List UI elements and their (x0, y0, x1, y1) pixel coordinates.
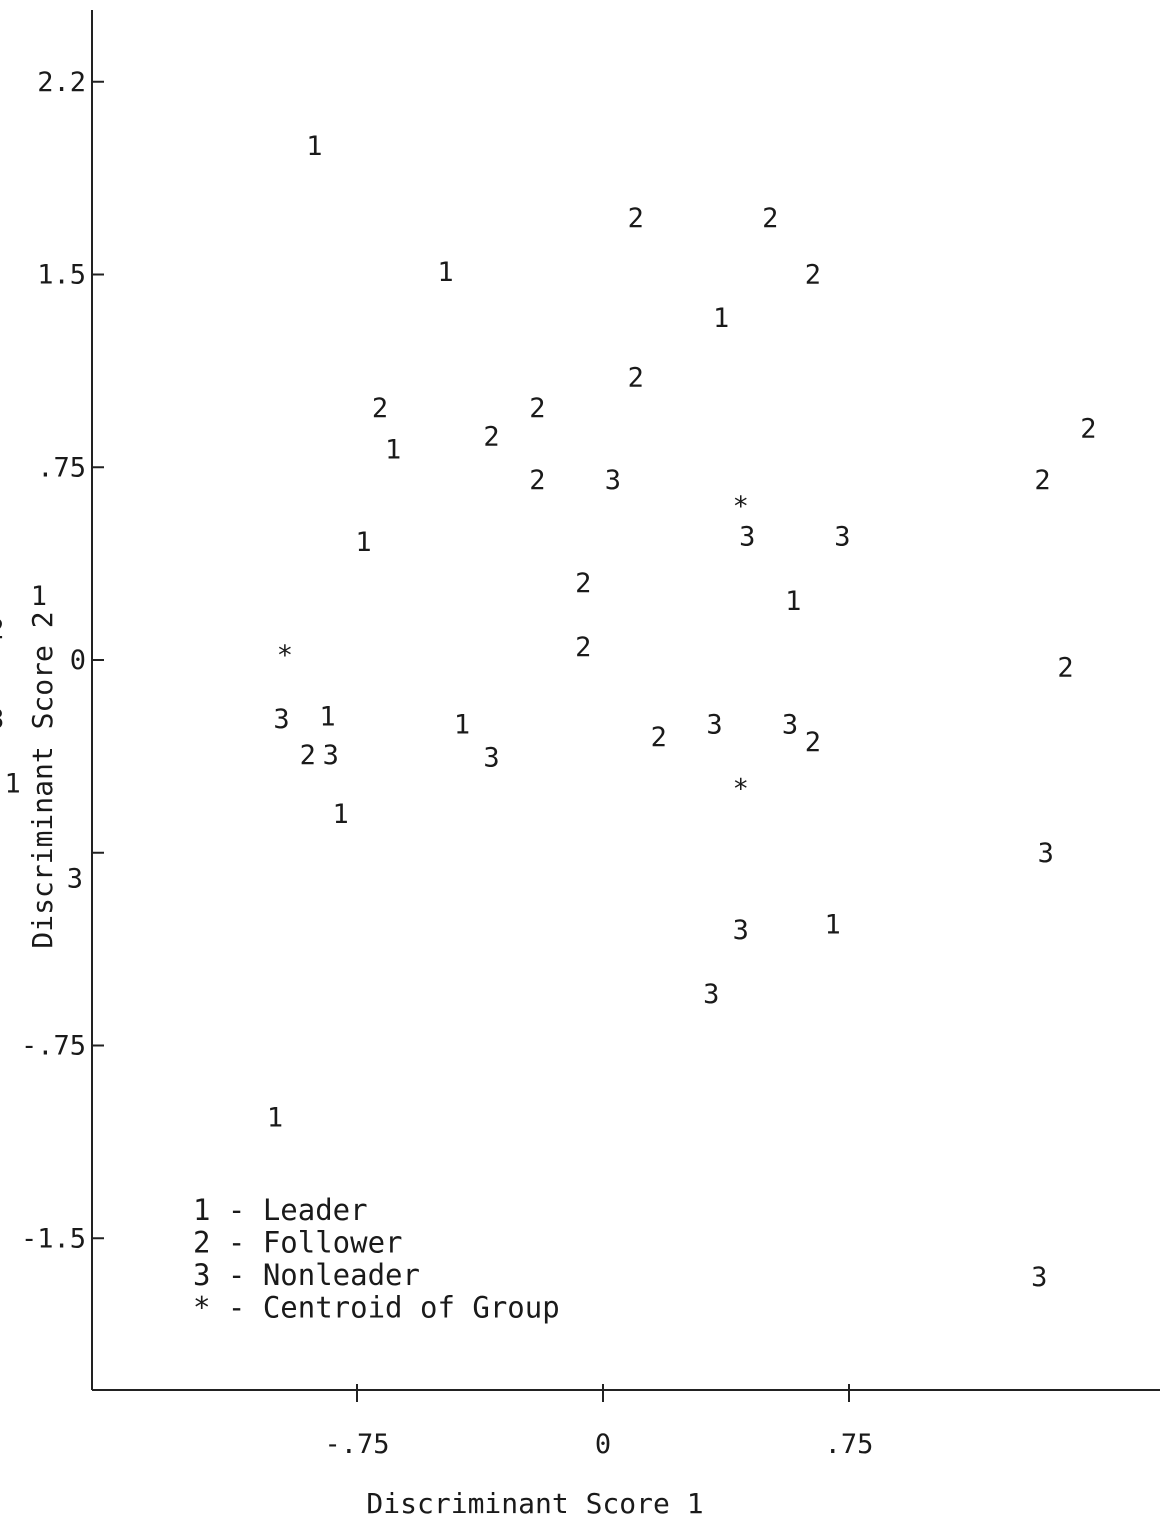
data-point-follower: 2 (372, 393, 388, 424)
data-point-centroid-of-group: * (733, 491, 749, 522)
data-point-follower: 2 (483, 421, 499, 452)
data-point-follower: 2 (1034, 465, 1050, 496)
y-tick-label: -.75 (21, 1031, 86, 1062)
data-point-nonleader: 3 (706, 709, 722, 740)
data-point-leader: 1 (454, 709, 470, 740)
y-tick-label: .75 (37, 452, 86, 483)
data-point-follower: 2 (575, 568, 591, 599)
legend-label: Centroid of Group (263, 1291, 560, 1325)
y-tick-label: 2.2 (37, 67, 86, 98)
x-tick-label: 0 (595, 1429, 611, 1460)
data-point-nonleader: 3 (273, 704, 289, 735)
ticks (92, 80, 850, 1402)
data-point-follower: 2 (805, 260, 821, 291)
y-axis-label: Discriminant Score 2 (26, 611, 59, 948)
y-tick-label: 1.5 (37, 260, 86, 291)
data-point-leader: 1 (824, 910, 840, 941)
legend-marker: 1 - (193, 1193, 263, 1227)
data-point-leader: 1 (4, 768, 20, 799)
data-point-nonleader: 3 (739, 522, 755, 553)
data-point-follower: 2 (651, 722, 667, 753)
data-point-follower: 2 (529, 465, 545, 496)
data-point-nonleader: 3 (782, 709, 798, 740)
legend-label: Leader (263, 1193, 368, 1227)
data-point-follower: 2 (762, 203, 778, 234)
data-point-nonleader: 3 (1031, 1262, 1047, 1293)
legend-entry: 1 - Leader (193, 1193, 368, 1227)
data-point-follower: 2 (0, 614, 4, 645)
x-tick-label: .75 (825, 1429, 874, 1460)
data-point-centroid-of-group: * (733, 774, 749, 805)
data-point-leader: 1 (267, 1102, 283, 1133)
legend-entry: * - Centroid of Group (193, 1291, 560, 1325)
legend-label: Nonleader (263, 1258, 420, 1292)
data-point-follower: 2 (529, 393, 545, 424)
data-point-follower: 2 (300, 740, 316, 771)
x-axis-label: Discriminant Score 1 (366, 1487, 703, 1520)
data-point-nonleader: 3 (703, 979, 719, 1010)
data-point-nonleader: 3 (323, 740, 339, 771)
data-point-follower: 2 (628, 203, 644, 234)
legend-label: Follower (263, 1226, 403, 1260)
data-point-follower: 2 (1057, 653, 1073, 684)
x-tick-label: -.75 (324, 1429, 389, 1460)
data-point-leader: 1 (332, 799, 348, 830)
legend-marker: 3 - (193, 1258, 263, 1292)
axes (91, 10, 1160, 1391)
data-point-nonleader: 3 (605, 465, 621, 496)
legend-entry: 3 - Nonleader (193, 1258, 420, 1292)
y-tick-label: -1.5 (21, 1223, 86, 1254)
data-point-leader: 1 (785, 586, 801, 617)
data-point-follower: 2 (805, 727, 821, 758)
data-point-nonleader: 3 (834, 522, 850, 553)
data-point-nonleader: 3 (67, 863, 83, 894)
legend-marker: * - (193, 1291, 263, 1325)
tick-labels: 2.21.5.750-.75-1.5-2.25-.750.752.25 (21, 67, 874, 1460)
data-point-nonleader: 3 (1038, 838, 1054, 869)
data-point-leader: 1 (437, 257, 453, 288)
data-point-follower: 2 (1080, 414, 1096, 445)
data-point-follower: 2 (575, 632, 591, 663)
data-point-leader: 1 (355, 527, 371, 558)
data-point-follower: 2 (628, 362, 644, 393)
data-point-nonleader: 3 (483, 743, 499, 774)
data-point-nonleader: 3 (0, 704, 4, 735)
data-point-centroid-of-group: * (277, 640, 293, 671)
data-point-leader: 1 (713, 303, 729, 334)
data-point-leader: 1 (385, 434, 401, 465)
legend-entry: 2 - Follower (193, 1226, 403, 1260)
data-point-leader: 1 (319, 702, 335, 733)
data-points: 1111111111111111111222222222222222222222… (0, 131, 1097, 1293)
data-point-leader: 1 (306, 131, 322, 162)
legend-marker: 2 - (193, 1226, 263, 1260)
y-tick-label: 0 (70, 645, 86, 676)
data-point-nonleader: 3 (733, 915, 749, 946)
data-point-leader: 1 (31, 581, 47, 612)
